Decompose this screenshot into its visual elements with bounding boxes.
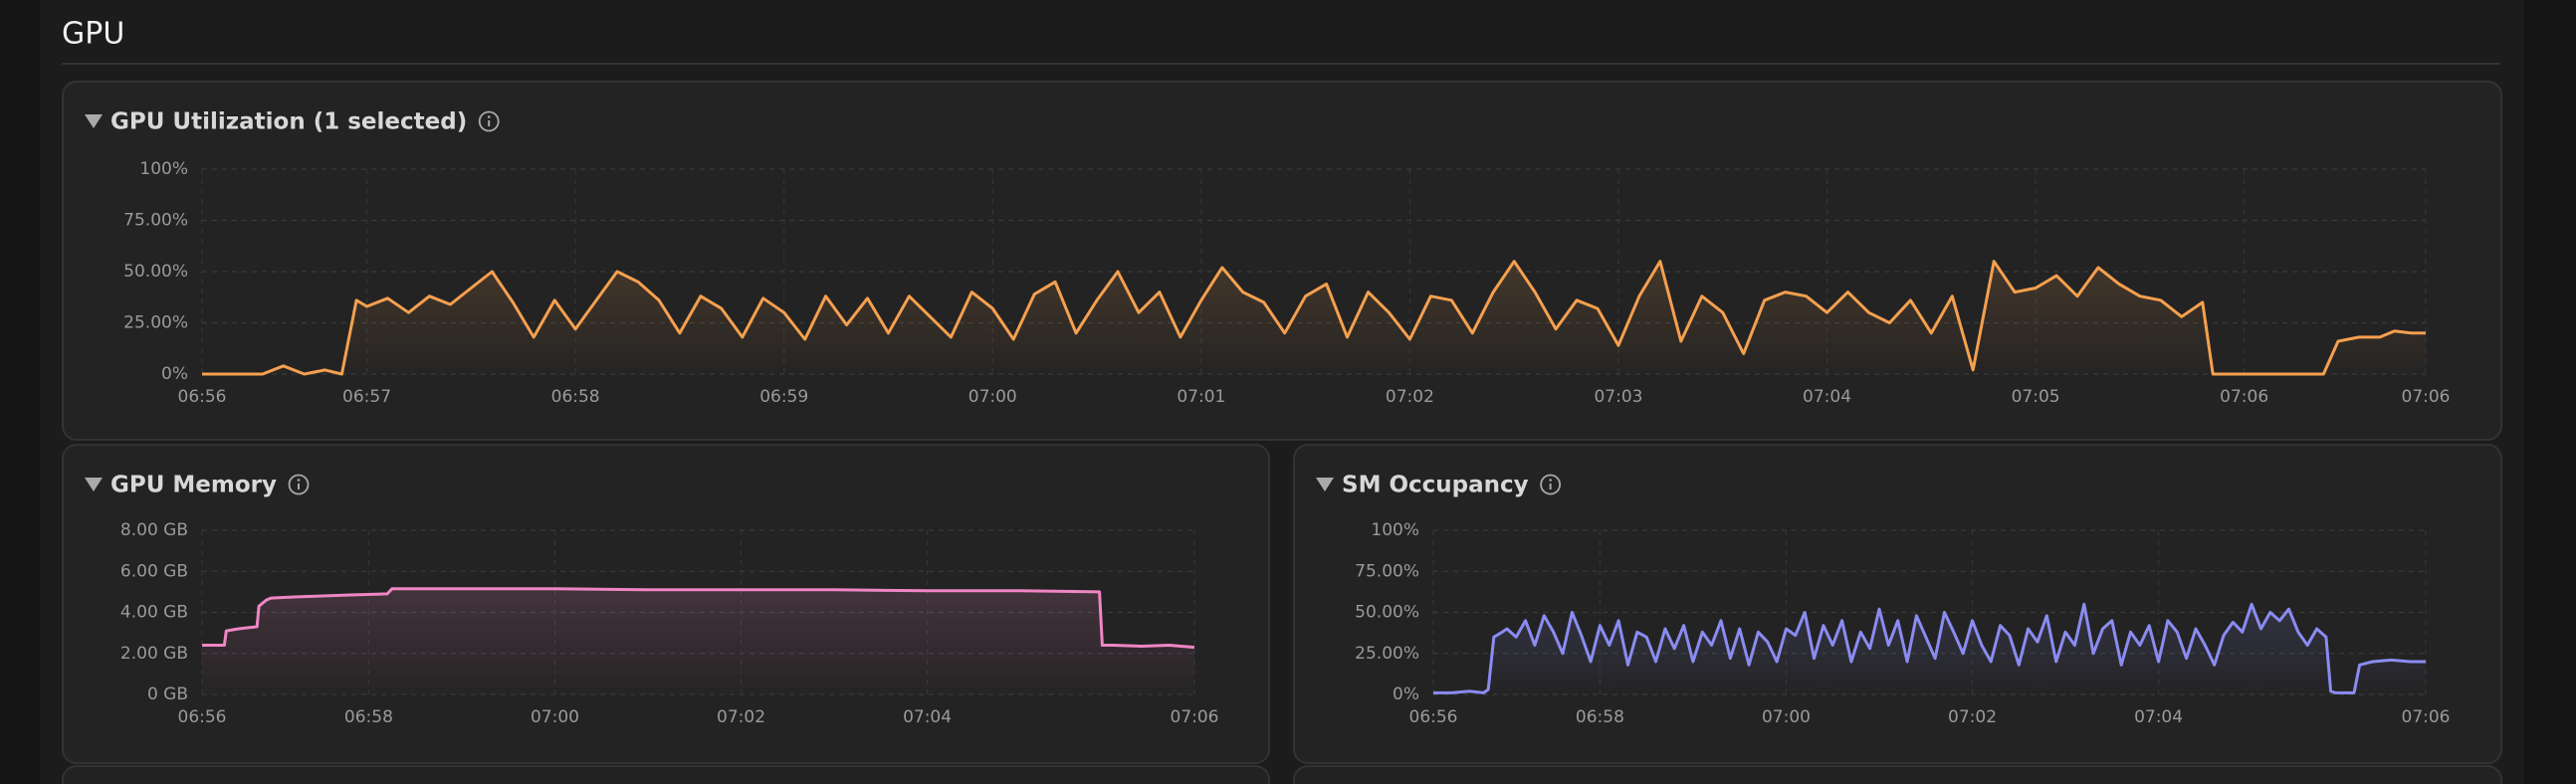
info-icon[interactable] xyxy=(1540,474,1562,495)
area xyxy=(1433,604,2426,694)
y-tick-label: 2.00 GB xyxy=(120,644,188,664)
panel-title: GPU Utilization (1 selected) xyxy=(110,109,467,135)
area xyxy=(202,261,2426,374)
info-dot xyxy=(1549,479,1552,482)
section-title: GPU xyxy=(62,17,124,52)
x-tick-label: 06:56 xyxy=(1409,707,1458,727)
panel xyxy=(62,765,1270,784)
y-tick-label: 8.00 GB xyxy=(120,520,188,540)
x-tick-label: 07:06 xyxy=(2402,387,2451,407)
collapse-toggle[interactable] xyxy=(85,114,103,128)
x-tick-label: 06:59 xyxy=(759,387,808,407)
x-tick-label: 07:04 xyxy=(1803,387,1851,407)
panel-title: GPU Memory xyxy=(110,473,277,498)
y-tick-label: 0% xyxy=(1393,685,1419,704)
y-tick-label: 0% xyxy=(161,364,188,384)
y-tick-label: 100% xyxy=(1371,520,1419,540)
x-tick-label: 06:56 xyxy=(178,387,227,407)
x-tick-label: 07:00 xyxy=(531,707,579,727)
x-tick-label: 06:56 xyxy=(178,707,227,727)
panel xyxy=(62,81,2502,441)
x-tick-label: 06:58 xyxy=(551,387,600,407)
x-tick-label: 06:57 xyxy=(342,387,391,407)
x-tick-label: 07:00 xyxy=(968,387,1017,407)
area xyxy=(202,588,1194,694)
x-tick-label: 06:58 xyxy=(1576,707,1624,727)
x-tick-label: 07:06 xyxy=(2402,707,2451,727)
x-tick-label: 07:06 xyxy=(2220,387,2268,407)
y-tick-label: 25.00% xyxy=(1355,644,1419,664)
panel-title: SM Occupancy xyxy=(1342,473,1529,498)
x-tick-label: 07:05 xyxy=(2012,387,2060,407)
panel xyxy=(1293,765,2502,784)
info-dot xyxy=(487,115,491,118)
info-circle xyxy=(288,474,310,495)
x-tick-label: 07:04 xyxy=(903,707,952,727)
info-circle xyxy=(1540,474,1562,495)
collapse-toggle[interactable] xyxy=(85,478,103,491)
line xyxy=(202,587,1195,650)
info-circle xyxy=(478,110,500,132)
y-tick-label: 0 GB xyxy=(147,685,188,704)
line xyxy=(1433,602,2426,694)
y-tick-label: 75.00% xyxy=(123,211,188,231)
info-icon[interactable] xyxy=(478,110,500,132)
x-tick-label: 07:06 xyxy=(1171,707,1219,727)
x-tick-label: 07:02 xyxy=(717,707,765,727)
x-tick-label: 07:02 xyxy=(1948,707,1997,727)
x-tick-label: 07:01 xyxy=(1177,387,1225,407)
y-tick-label: 75.00% xyxy=(1355,561,1419,581)
y-tick-label: 50.00% xyxy=(1355,603,1419,623)
y-tick-label: 100% xyxy=(139,159,188,179)
info-dot xyxy=(297,479,301,482)
y-tick-label: 6.00 GB xyxy=(120,561,188,581)
x-tick-label: 07:03 xyxy=(1594,387,1642,407)
x-tick-label: 07:04 xyxy=(2134,707,2183,727)
collapse-toggle[interactable] xyxy=(1316,478,1334,491)
info-icon[interactable] xyxy=(288,474,310,495)
y-tick-label: 4.00 GB xyxy=(120,603,188,623)
x-tick-label: 07:02 xyxy=(1386,387,1434,407)
x-tick-label: 07:00 xyxy=(1762,707,1811,727)
x-tick-label: 06:58 xyxy=(344,707,393,727)
y-tick-label: 50.00% xyxy=(123,262,188,282)
y-tick-label: 25.00% xyxy=(123,313,188,333)
line xyxy=(202,260,2426,376)
